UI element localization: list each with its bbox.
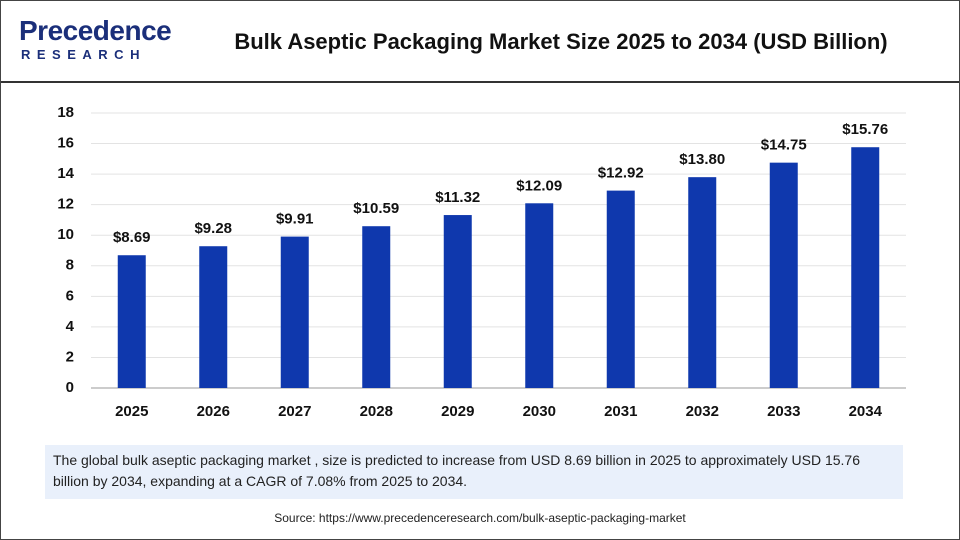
- value-label: $9.28: [194, 220, 232, 237]
- logo-sub: RESEARCH: [21, 47, 146, 62]
- header: Precedence RESEARCH Bulk Aseptic Packagi…: [1, 1, 959, 83]
- x-tick-label: 2034: [849, 403, 883, 420]
- bar: [606, 190, 635, 388]
- bar: [199, 246, 228, 388]
- value-label: $12.92: [598, 165, 644, 182]
- value-label: $9.91: [276, 211, 314, 228]
- bar: [280, 236, 309, 388]
- bar: [851, 147, 880, 388]
- value-label: $13.80: [679, 151, 725, 168]
- bar: [769, 162, 798, 388]
- value-label: $15.76: [842, 121, 888, 138]
- y-tick-label: 8: [66, 257, 74, 274]
- source: Source: https://www.precedenceresearch.c…: [274, 511, 686, 525]
- x-tick-label: 2029: [441, 403, 474, 420]
- value-label: $11.32: [435, 189, 480, 206]
- bar: [688, 177, 717, 388]
- value-label: $10.59: [353, 200, 399, 217]
- y-tick-label: 18: [57, 104, 74, 121]
- y-tick-label: 10: [57, 226, 74, 243]
- y-tick-label: 6: [66, 287, 74, 304]
- x-tick-label: 2033: [767, 403, 800, 420]
- x-tick-label: 2030: [523, 403, 556, 420]
- value-label: $14.75: [761, 137, 807, 154]
- y-tick-label: 12: [57, 196, 74, 213]
- x-tick-label: 2026: [197, 403, 230, 420]
- y-tick-label: 0: [66, 379, 74, 396]
- y-tick-label: 14: [57, 165, 74, 182]
- logo: Precedence: [19, 15, 172, 46]
- bar: [525, 203, 554, 388]
- bar: [117, 255, 146, 388]
- chart: 0 2 4 6 8 10 12 14 16 18 2025 $8.69 2026 $9.28 2027 $9.…: [57, 104, 906, 420]
- x-tick-label: 2025: [115, 403, 148, 420]
- value-label: $8.69: [113, 229, 151, 246]
- x-tick-label: 2032: [686, 403, 719, 420]
- chart-title: Bulk Aseptic Packaging Market Size 2025 …: [234, 29, 888, 54]
- value-label: $12.09: [516, 177, 562, 194]
- y-tick-label: 4: [66, 318, 75, 335]
- x-tick-label: 2027: [278, 403, 311, 420]
- bar: [443, 215, 472, 388]
- y-tick-label: 2: [66, 348, 74, 365]
- x-tick-label: 2028: [360, 403, 393, 420]
- description: The global bulk aseptic packaging market…: [45, 445, 903, 499]
- y-tick-label: 16: [57, 135, 74, 152]
- bar: [362, 226, 391, 388]
- x-tick-label: 2031: [604, 403, 637, 420]
